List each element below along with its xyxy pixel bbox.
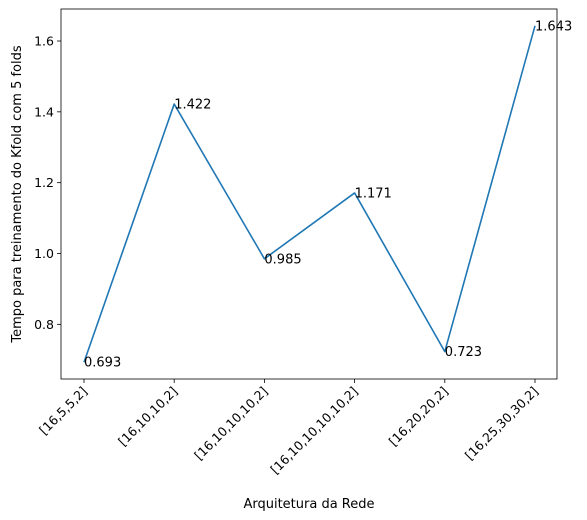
x-tick-label: [16,5,5,2] (36, 384, 90, 438)
y-axis-ticks: 0.8 1.0 1.2 1.4 1.6 (34, 34, 61, 332)
data-label: 1.422 (174, 98, 211, 113)
series-line (83, 25, 536, 363)
data-label: 0.985 (264, 252, 301, 267)
data-label: 0.723 (445, 345, 482, 360)
x-tick-label: [16,10,10,10,2] (191, 384, 270, 463)
x-tick-label: [16,25,30,30,2] (462, 384, 541, 463)
y-tick-label: 1.4 (34, 104, 54, 119)
y-tick-label: 1.0 (34, 246, 54, 261)
y-tick-label: 1.6 (34, 34, 54, 49)
data-label: 1.643 (535, 19, 572, 34)
data-labels: 0.693 1.422 0.985 1.171 0.723 1.643 (84, 19, 572, 370)
y-axis-label: Tempo para treinamento do Kfold com 5 fo… (10, 45, 25, 344)
y-tick-label: 1.2 (34, 175, 54, 190)
x-axis-label: Arquitetura da Rede (243, 497, 374, 512)
plot-area (60, 8, 558, 380)
x-tick-label: [16,10,10,10,10,2] (267, 384, 360, 477)
x-axis-ticks: [16,5,5,2] [16,10,10,2] [16,10,10,10,2][16… (36, 379, 541, 477)
x-tick-label: [16,10,10,2] (115, 384, 180, 449)
data-label: 0.693 (84, 356, 121, 371)
x-tick-label: [16,20,20,2] (386, 384, 451, 449)
y-tick-label: 0.8 (34, 317, 54, 332)
data-label: 1.171 (355, 186, 392, 201)
